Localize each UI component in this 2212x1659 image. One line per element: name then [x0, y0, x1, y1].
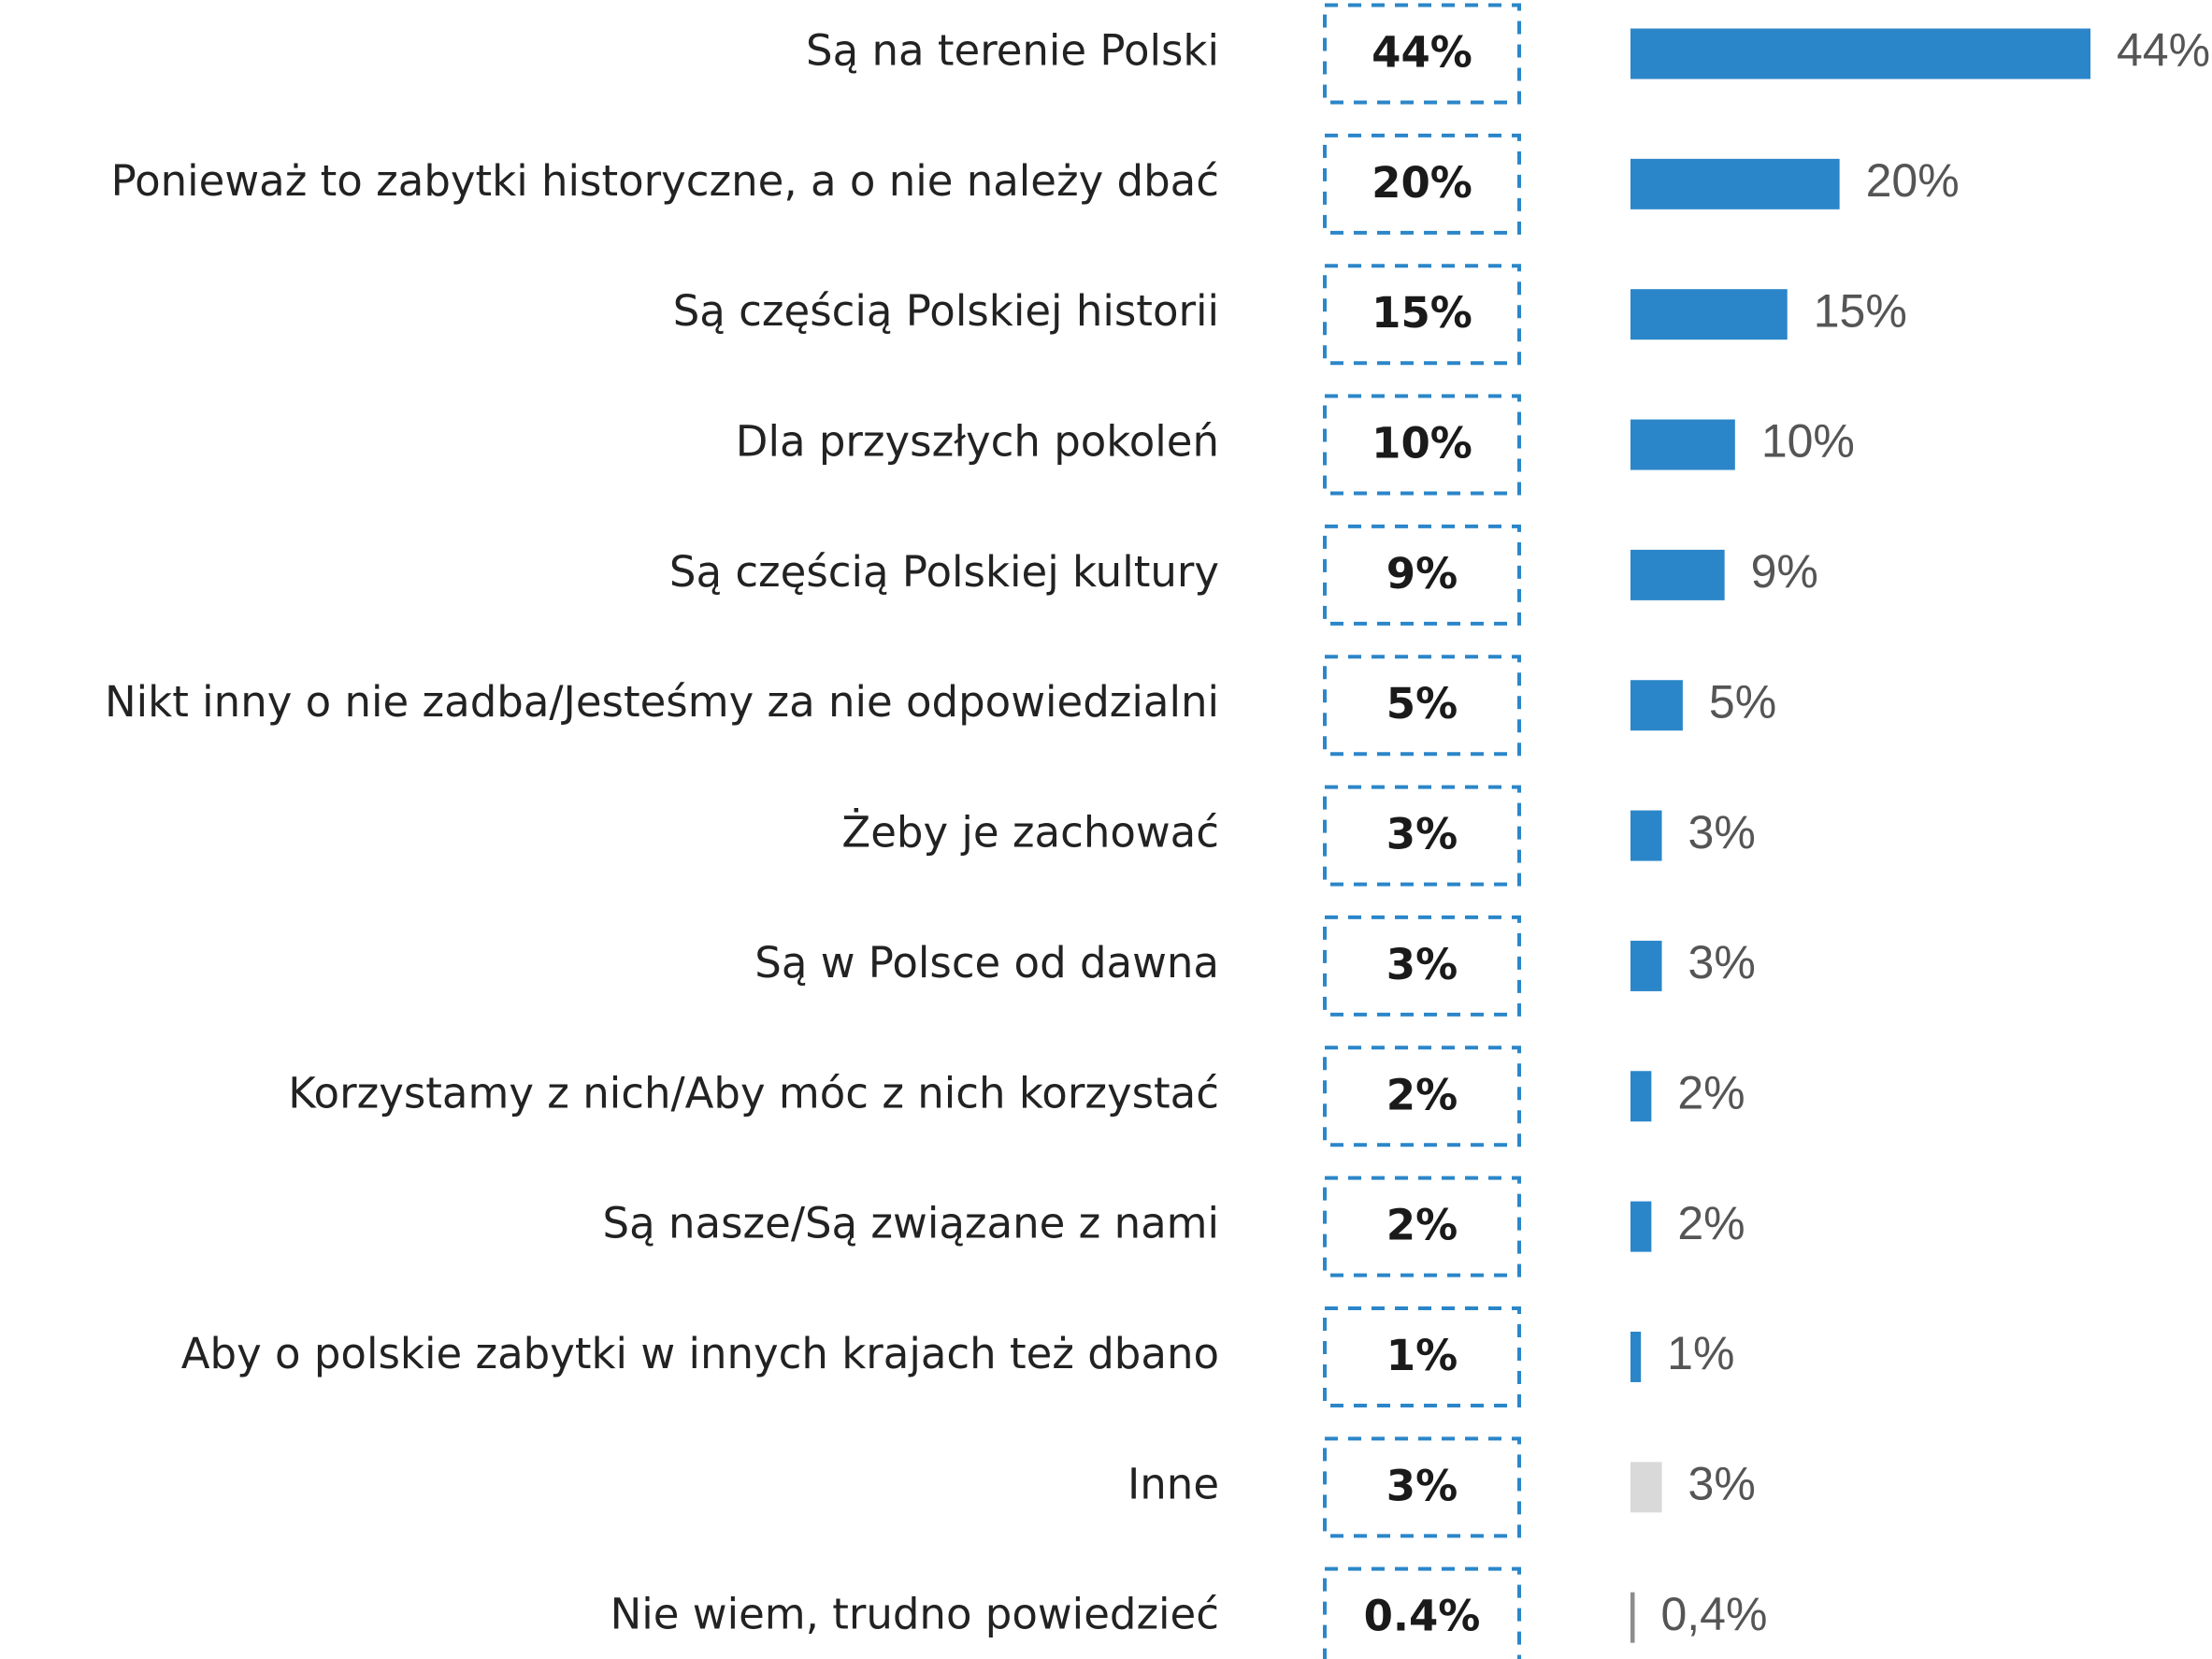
- value-box: [1323, 915, 1521, 1017]
- bar: [1630, 158, 1840, 209]
- bar: [1630, 1462, 1662, 1513]
- bar: [1630, 1331, 1642, 1382]
- bar-value-label: 20%: [1866, 154, 1960, 207]
- value-box: [1323, 3, 1521, 105]
- value-box: [1323, 785, 1521, 887]
- bar-value-label: 3%: [1688, 936, 1756, 988]
- bar-value-label: 2%: [1677, 1066, 1745, 1118]
- bar: [1630, 1071, 1652, 1122]
- category-label: Ponieważ to zabytki historyczne, a o nie…: [111, 156, 1219, 206]
- bar-value-label: 9%: [1751, 545, 1818, 598]
- category-label: Aby o polskie zabytki w innych krajach t…: [181, 1329, 1219, 1378]
- value-box: [1323, 1176, 1521, 1277]
- category-label: Są częścią Polskiej kultury: [669, 547, 1219, 597]
- table-value-label: 2%: [1386, 1070, 1458, 1119]
- value-box: [1323, 524, 1521, 626]
- bar-value-label: 44%: [2117, 24, 2210, 77]
- bar-value-label: 15%: [1814, 284, 1907, 337]
- value-box: [1323, 133, 1521, 235]
- category-label: Inne: [1128, 1459, 1219, 1508]
- table-value-label: 1%: [1386, 1331, 1458, 1380]
- bar: [1630, 680, 1683, 731]
- bar-value-label: 0,4%: [1660, 1588, 1767, 1640]
- bar: [1630, 1201, 1652, 1252]
- category-label: Nie wiem, trudno powiedzieć: [610, 1590, 1219, 1639]
- value-box: [1323, 264, 1521, 366]
- bar-value-label: 1%: [1667, 1327, 1734, 1379]
- value-box: [1323, 1306, 1521, 1407]
- category-label: Nikt inny o nie zadba/Jesteśmy za nie od…: [105, 677, 1219, 727]
- bar-value-label: 3%: [1688, 1458, 1756, 1510]
- bar-value-label: 2%: [1677, 1197, 1745, 1249]
- bar-value-label: 3%: [1688, 806, 1756, 858]
- category-label: Dla przyszłych pokoleń: [736, 417, 1219, 467]
- bar: [1630, 810, 1662, 861]
- table-value-label: 0.4%: [1364, 1592, 1481, 1641]
- bar: [1630, 940, 1662, 991]
- value-box: [1323, 1436, 1521, 1538]
- category-label: Są nasze/Są związane z nami: [603, 1199, 1219, 1248]
- bar: [1630, 28, 2090, 79]
- bar: [1630, 419, 1735, 470]
- table-value-label: 3%: [1386, 810, 1458, 859]
- table-value-label: 3%: [1386, 1461, 1458, 1510]
- table-value-label: 20%: [1372, 158, 1472, 208]
- table-value-label: 9%: [1386, 549, 1458, 599]
- table-value-label: 3%: [1386, 940, 1458, 989]
- value-box: [1323, 655, 1521, 757]
- category-label: Są w Polsce od dawna: [754, 938, 1219, 988]
- value-box: [1323, 394, 1521, 496]
- table-value-label: 5%: [1386, 679, 1458, 729]
- bar-value-label: 5%: [1709, 675, 1776, 728]
- table-value-label: 10%: [1372, 419, 1472, 469]
- value-box: [1323, 1046, 1521, 1147]
- bar-value-label: 10%: [1761, 415, 1855, 468]
- bar: [1630, 289, 1788, 340]
- table-value-label: 2%: [1386, 1201, 1458, 1250]
- table-value-label: 44%: [1372, 27, 1472, 77]
- table-value-label: 15%: [1372, 288, 1472, 338]
- category-label: Są na terenie Polski: [806, 25, 1219, 75]
- bar: [1630, 549, 1725, 600]
- category-label: Korzystamy z nich/Aby móc z nich korzyst…: [288, 1068, 1219, 1118]
- value-box: [1323, 1566, 1521, 1659]
- bar: [1630, 1592, 1635, 1643]
- category-label: Żeby je zachować: [841, 808, 1219, 858]
- category-label: Są częścią Polskiej historii: [673, 286, 1219, 336]
